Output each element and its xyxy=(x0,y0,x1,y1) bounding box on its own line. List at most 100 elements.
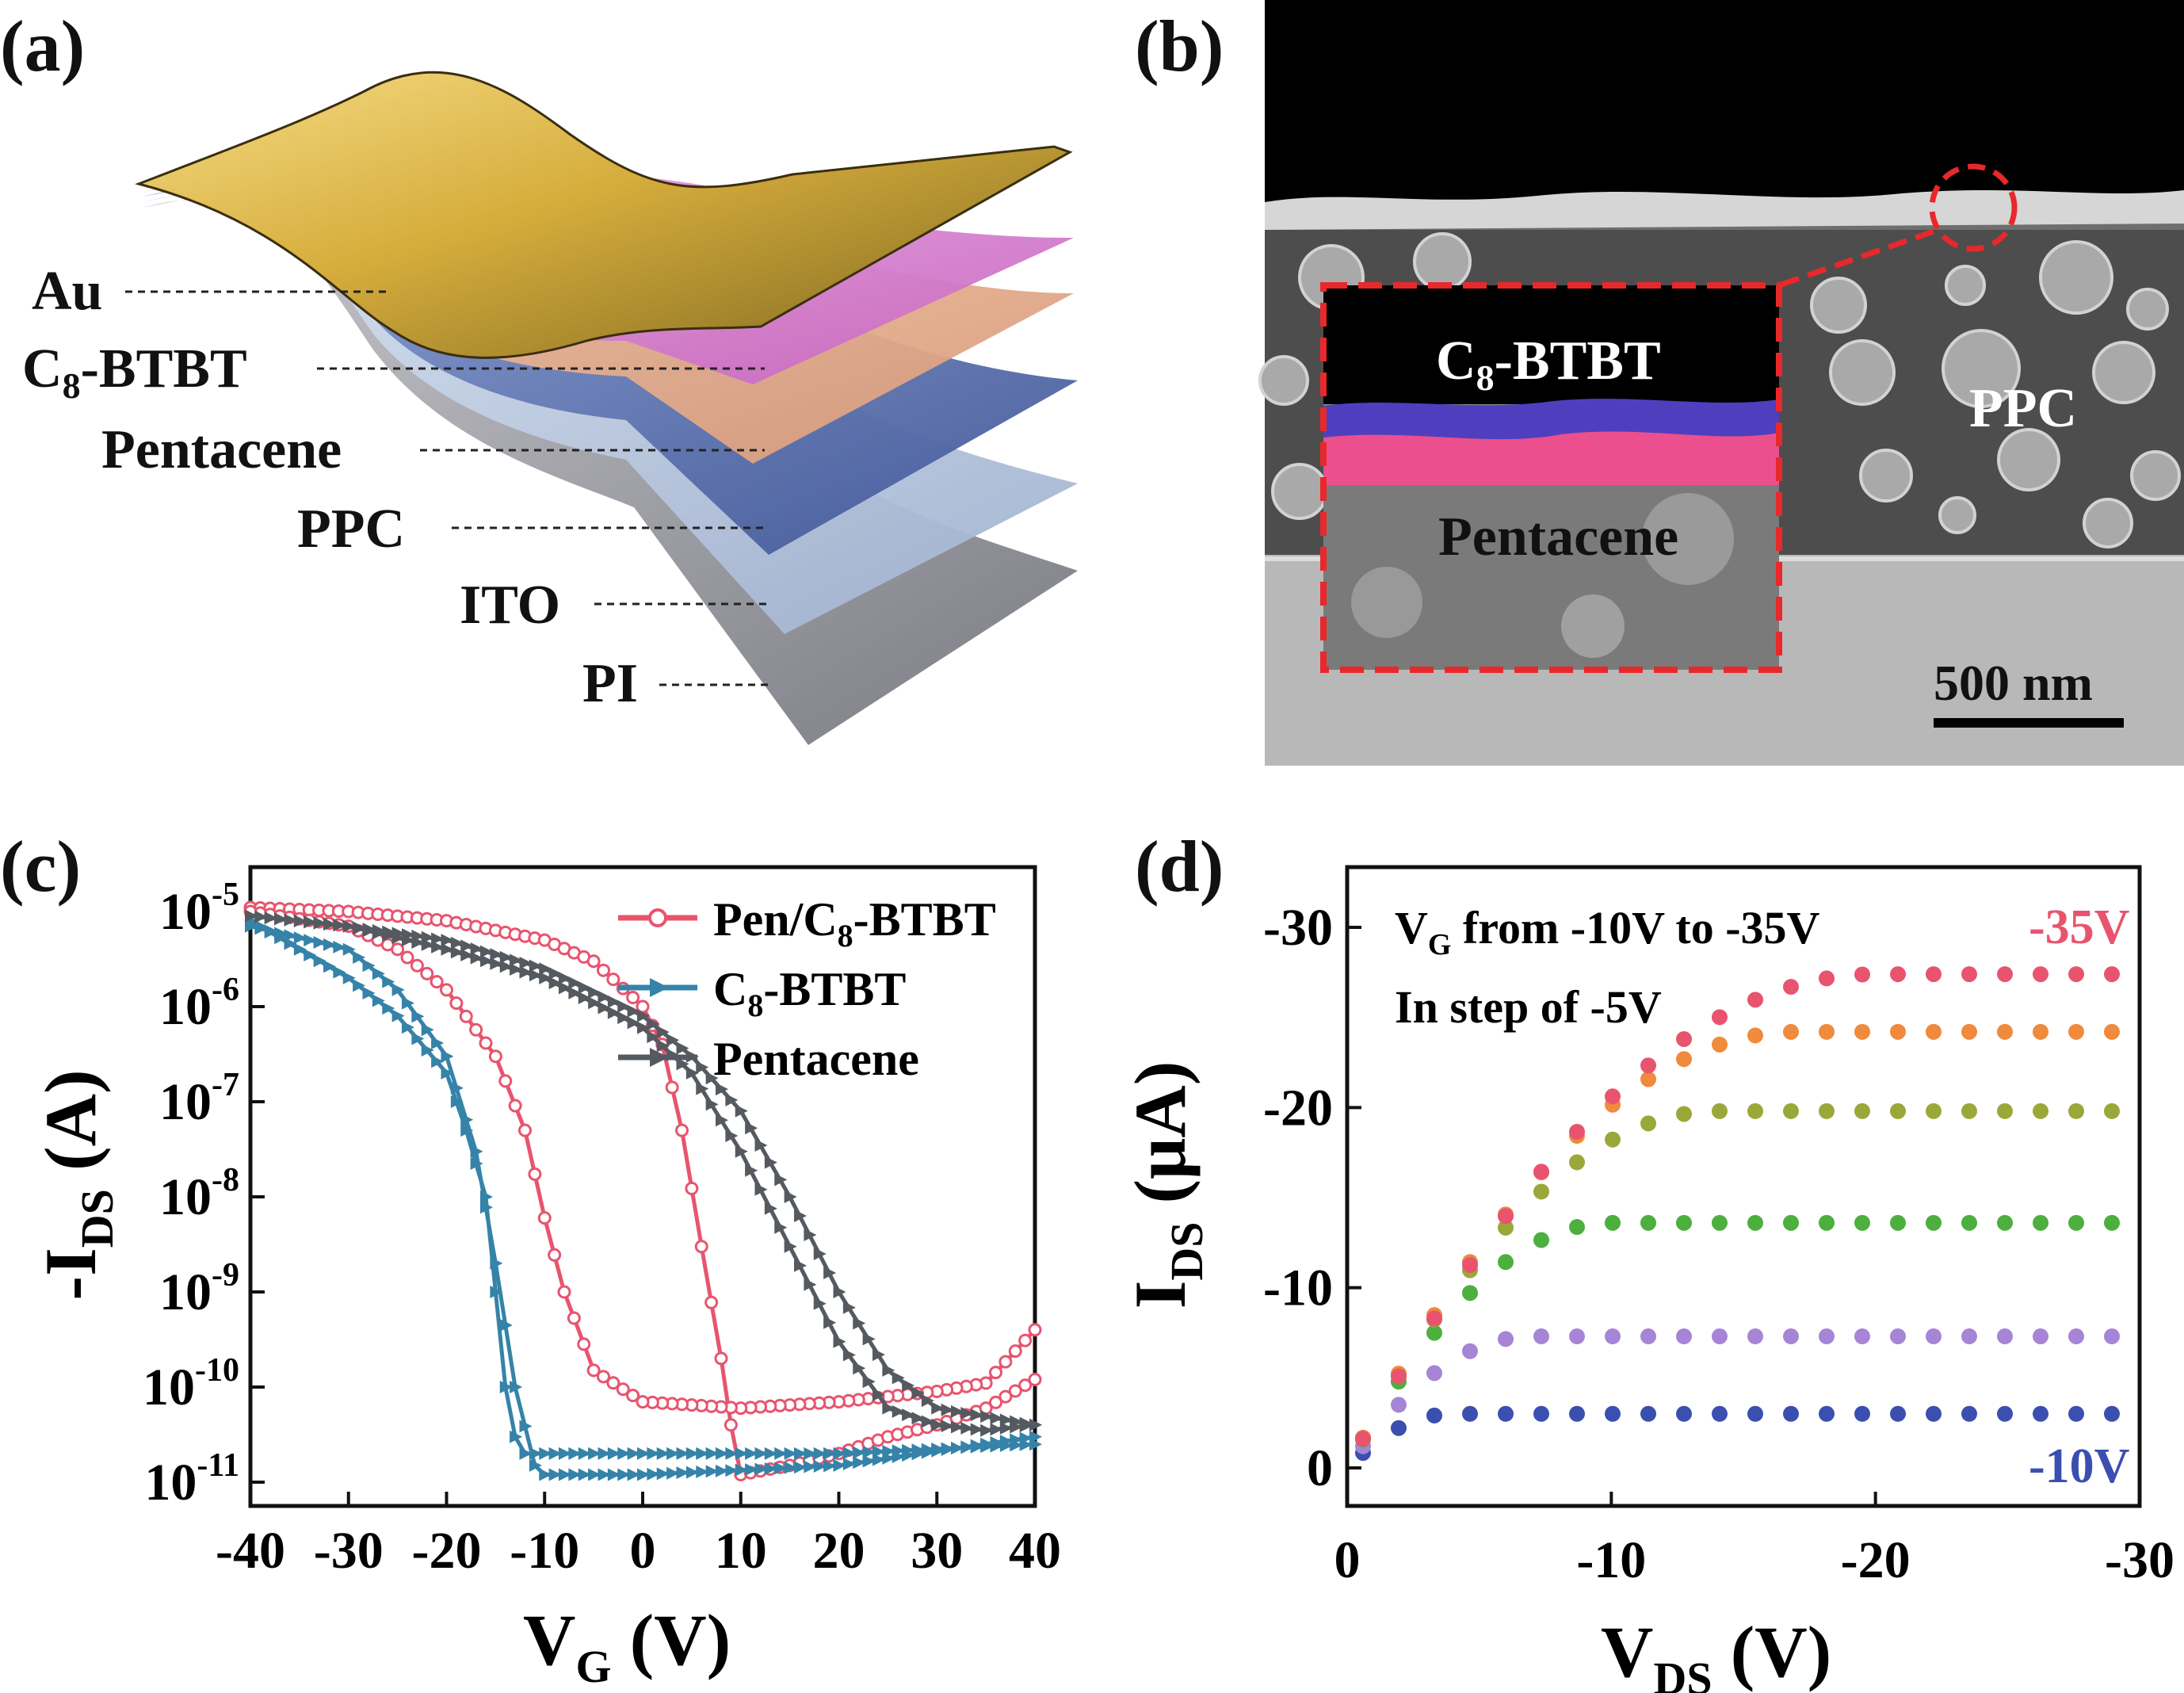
xtick-label-c: -40 xyxy=(216,1522,285,1580)
data-point-c xyxy=(813,1447,827,1460)
data-point-d xyxy=(1819,1405,1835,1422)
data-point-c xyxy=(716,1083,728,1096)
data-point-c xyxy=(960,1406,974,1420)
data-point-c xyxy=(480,945,493,958)
data-point-c xyxy=(333,919,346,932)
data-point-c xyxy=(951,1404,964,1418)
data-point-c xyxy=(892,1450,905,1464)
data-point-d xyxy=(1569,1123,1585,1140)
data-point-c xyxy=(784,1240,797,1253)
data-point-c xyxy=(353,979,366,992)
data-point-c xyxy=(441,1066,454,1080)
data-point-c xyxy=(853,1456,866,1469)
data-point-c xyxy=(510,1430,523,1443)
series-d xyxy=(1355,1103,2120,1447)
data-point-c xyxy=(804,1460,817,1473)
data-point-d xyxy=(2033,1103,2048,1119)
data-point-c xyxy=(617,1447,631,1460)
data-point-c xyxy=(764,1202,777,1215)
ylabel-d: IDS (μA) xyxy=(1120,1061,1212,1309)
scale-bar-label: 500 nm xyxy=(1934,655,2093,711)
data-point-c xyxy=(293,931,307,945)
data-point-c xyxy=(931,1401,945,1415)
data-point-c xyxy=(519,957,533,970)
data-point-c xyxy=(990,1423,1003,1436)
data-point-c xyxy=(754,1138,768,1152)
data-point-c xyxy=(627,1447,640,1460)
data-point-c xyxy=(480,1201,493,1214)
data-point-c xyxy=(372,923,385,937)
data-point-c xyxy=(931,1444,945,1458)
data-point-c xyxy=(735,1145,748,1158)
data-point-c xyxy=(647,1017,660,1030)
data-point-c xyxy=(862,1375,876,1389)
data-point-c xyxy=(598,990,611,1003)
data-point-c xyxy=(990,1435,1003,1449)
data-point-c xyxy=(617,1011,631,1025)
data-point-d xyxy=(1890,1405,1906,1422)
data-point-d xyxy=(1712,1036,1728,1053)
data-point-c xyxy=(480,954,493,968)
data-point-d xyxy=(1676,1030,1692,1047)
data-point-c xyxy=(274,927,288,940)
data-point-d xyxy=(1926,1405,1942,1422)
data-point-c xyxy=(980,1437,994,1450)
data-point-c xyxy=(488,1049,502,1064)
data-point-c xyxy=(254,922,268,935)
data-point-c xyxy=(586,1363,601,1378)
data-point-c xyxy=(402,996,414,1010)
data-point-c xyxy=(637,1447,650,1460)
data-point-c xyxy=(676,1057,689,1071)
data-point-c xyxy=(548,967,562,980)
data-point-c xyxy=(342,919,356,933)
chart-c: -40 -30 -20 -10 0 10 20 30 40 10-5 10-6 10-7 10-8 10-… xyxy=(30,865,1061,1692)
data-point-c xyxy=(539,1468,552,1481)
data-point-c xyxy=(784,1461,797,1474)
data-point-c xyxy=(989,1366,1002,1380)
data-point-c xyxy=(951,1442,964,1455)
ylabel-c: -IDS (A) xyxy=(30,1069,123,1300)
data-point-c xyxy=(941,1443,954,1457)
data-point-c xyxy=(597,1370,610,1384)
data-point-c xyxy=(637,1468,650,1481)
xtick-label-d: 0 xyxy=(1334,1531,1361,1589)
xtick-label-c: -20 xyxy=(412,1522,482,1580)
data-point-c xyxy=(980,1424,994,1437)
data-point-c xyxy=(696,1466,709,1479)
data-point-d xyxy=(1712,1009,1728,1026)
data-point-c xyxy=(548,976,562,990)
data-point-c xyxy=(704,1295,719,1309)
data-point-c xyxy=(400,950,414,965)
data-point-c xyxy=(304,948,317,961)
data-point-c xyxy=(647,1030,660,1044)
data-point-c xyxy=(1029,1430,1042,1443)
ytick-label-d: -10 xyxy=(1263,1259,1333,1317)
data-point-c xyxy=(264,924,277,938)
annotation-vg-range: VG from -10V to -35V xyxy=(1395,902,1820,961)
data-point-c xyxy=(941,1403,954,1416)
data-point-c xyxy=(548,1468,562,1481)
data-point-d xyxy=(1747,1027,1763,1044)
ytick-label-c: 10-7 xyxy=(159,1067,239,1131)
data-point-c xyxy=(469,1022,483,1037)
data-point-c xyxy=(607,1468,620,1481)
data-point-c xyxy=(833,1335,846,1348)
data-point-c xyxy=(794,1447,807,1460)
data-point-c xyxy=(421,1043,434,1057)
data-point-c xyxy=(999,1413,1013,1427)
data-point-c xyxy=(694,1240,708,1254)
data-point-c xyxy=(627,1004,640,1018)
legend-marker-c xyxy=(650,978,669,997)
data-point-d xyxy=(1498,1254,1514,1271)
data-point-c xyxy=(705,1098,719,1111)
data-point-c xyxy=(784,1190,797,1203)
data-point-c xyxy=(998,1389,1013,1404)
ytick-label-c: 10-9 xyxy=(159,1257,239,1321)
data-point-c xyxy=(685,1066,699,1080)
data-point-c xyxy=(990,1412,1003,1425)
data-point-c xyxy=(627,1016,640,1030)
data-point-c xyxy=(606,973,620,987)
data-point-c xyxy=(568,1447,582,1460)
data-point-c xyxy=(362,986,376,999)
data-point-c xyxy=(1028,1372,1042,1386)
